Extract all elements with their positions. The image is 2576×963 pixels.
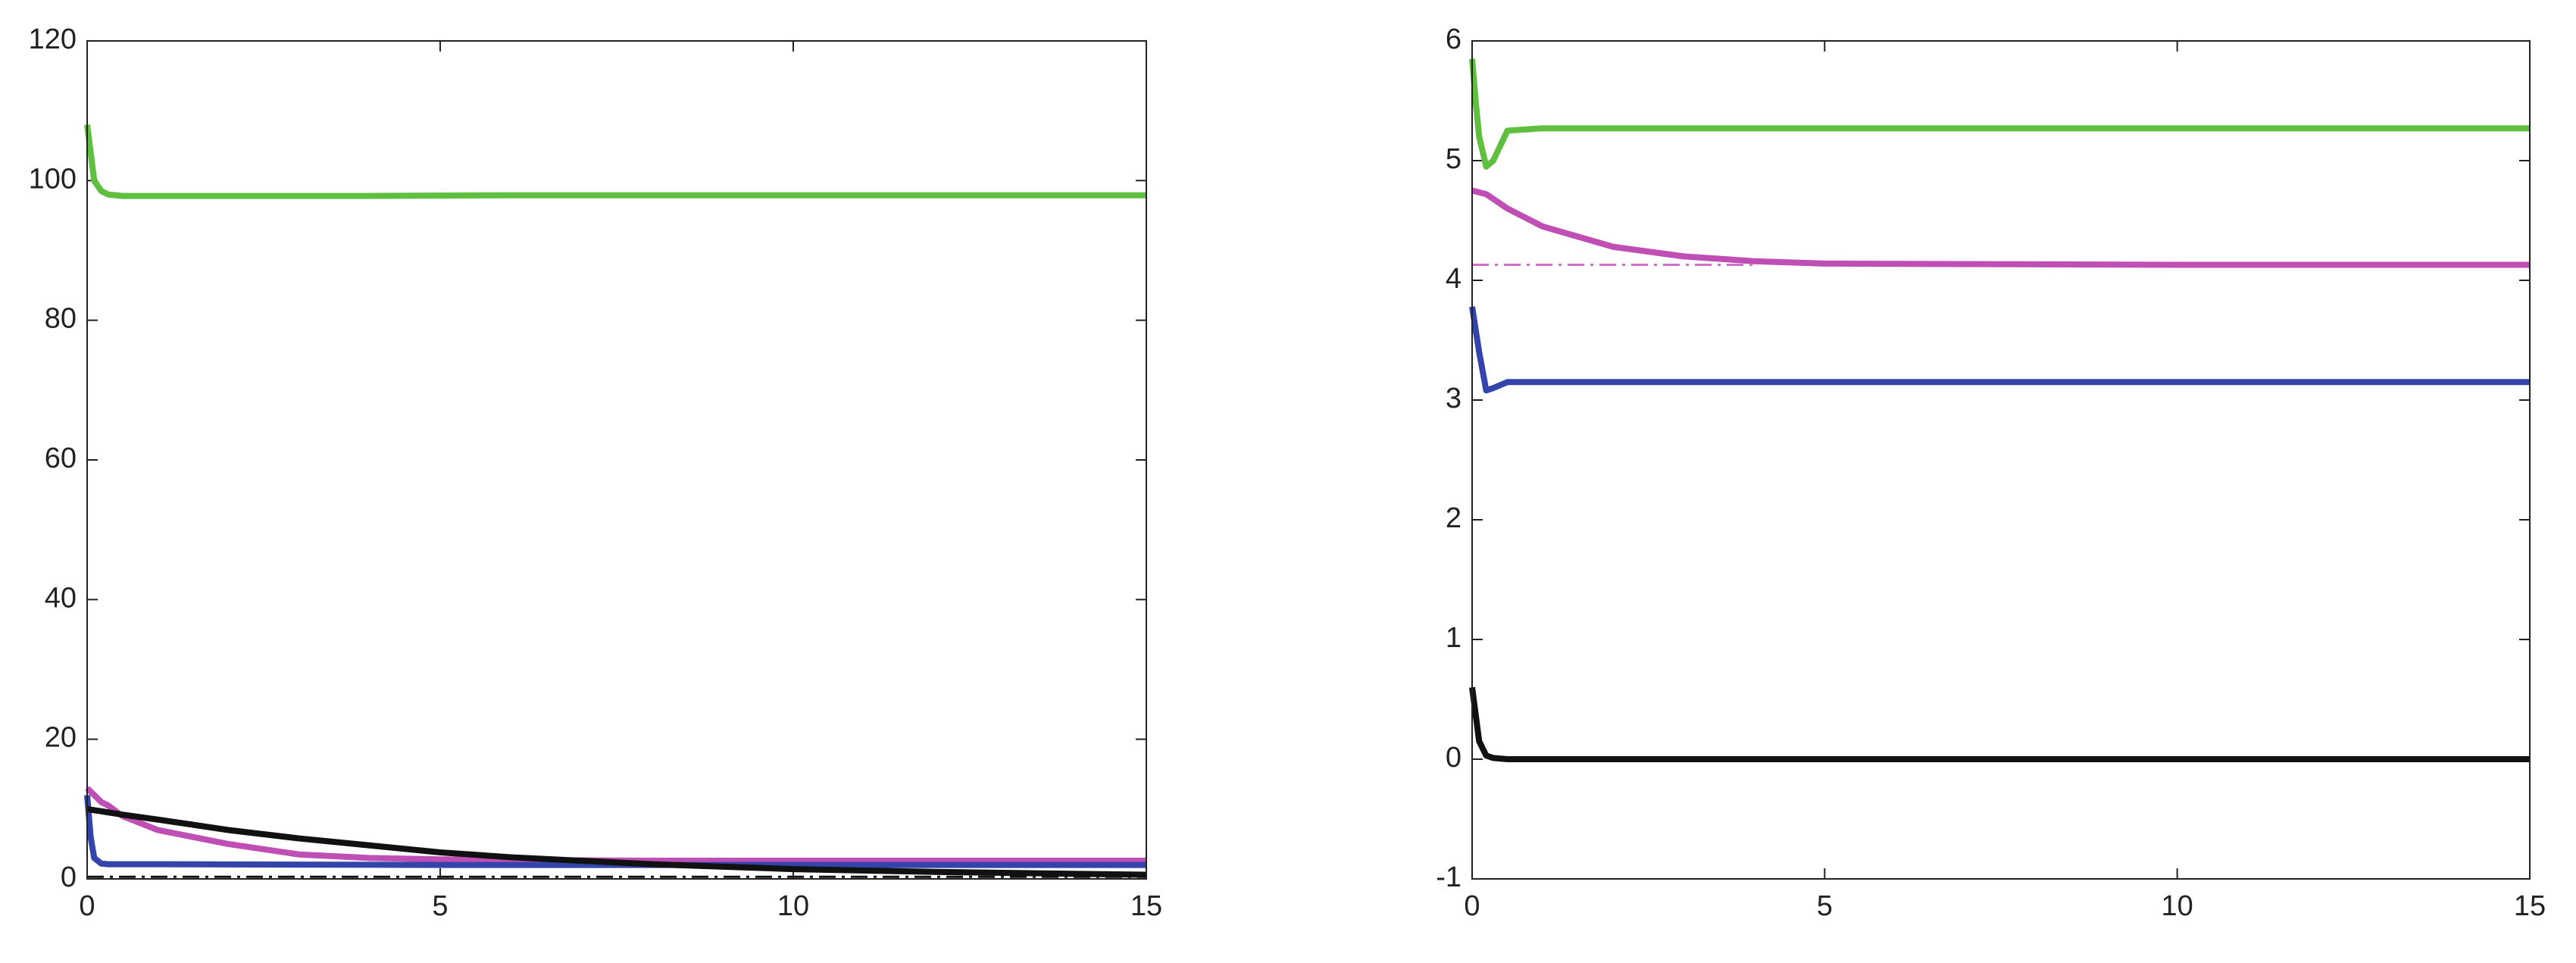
x-tick-label: 10	[2162, 890, 2193, 922]
line-series	[1469, 58, 2530, 170]
line-series	[1469, 306, 2530, 394]
y-tick-label: 120	[29, 23, 77, 55]
y-tick-label: -1	[1436, 861, 1462, 893]
x-tick-label: 10	[777, 890, 809, 922]
y-tick-label: 4	[1446, 263, 1462, 295]
line-series	[1471, 187, 2530, 268]
x-tick-label: 5	[1817, 890, 1833, 922]
y-tick-label: 3	[1446, 383, 1462, 414]
y-tick-label: 60	[45, 442, 77, 474]
line-series	[84, 124, 1146, 199]
y-tick-label: 6	[1446, 23, 1462, 55]
line-series	[85, 786, 1146, 865]
axes-box	[86, 40, 1147, 880]
line-series	[86, 805, 1147, 878]
x-tick-label: 15	[1130, 890, 1162, 922]
x-tick-label: 15	[2514, 890, 2546, 922]
y-tick-label: 2	[1446, 502, 1462, 534]
x-tick-label: 5	[432, 890, 448, 922]
y-tick-label: 1	[1446, 622, 1462, 654]
y-tick-label: 20	[45, 722, 77, 754]
y-tick-label: 100	[29, 163, 77, 195]
y-tick-label: 5	[1446, 143, 1462, 175]
x-tick-label: 0	[79, 890, 95, 922]
y-tick-label: 0	[61, 861, 77, 893]
y-tick-label: 80	[45, 303, 77, 335]
x-tick-label: 0	[1464, 890, 1480, 922]
line-series	[1469, 686, 2530, 762]
axes-box	[1471, 40, 2531, 880]
y-tick-label: 0	[1446, 742, 1462, 774]
y-tick-label: 40	[45, 582, 77, 614]
